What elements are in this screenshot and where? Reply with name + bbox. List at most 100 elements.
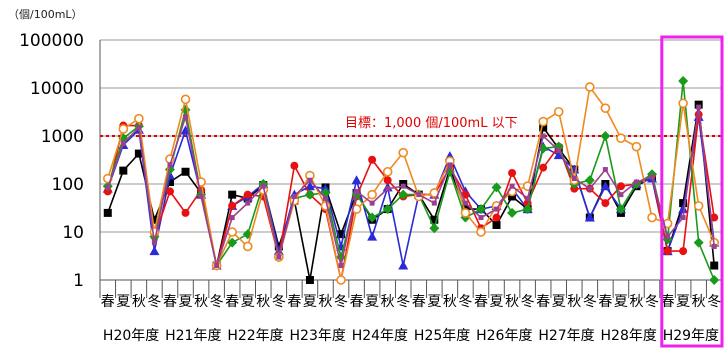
series-3 xyxy=(103,110,719,284)
season-label: 夏 xyxy=(365,294,379,310)
data-point xyxy=(290,161,299,170)
data-point xyxy=(165,178,174,187)
season-label: 秋 xyxy=(692,294,706,310)
data-point xyxy=(165,187,174,196)
data-point xyxy=(540,133,546,139)
series-line xyxy=(107,85,715,281)
data-point xyxy=(508,168,517,177)
data-point xyxy=(584,212,595,222)
data-point xyxy=(478,215,484,221)
data-point xyxy=(587,186,593,192)
data-point xyxy=(367,231,378,241)
season-label: 冬 xyxy=(334,294,348,310)
season-label: 春 xyxy=(225,294,239,310)
year-label: H24年度 xyxy=(352,328,408,344)
data-point xyxy=(615,204,626,215)
data-point xyxy=(665,234,671,240)
data-point xyxy=(385,186,391,192)
season-label: 冬 xyxy=(645,294,659,310)
data-point xyxy=(680,215,686,221)
data-point xyxy=(616,182,625,191)
data-point xyxy=(183,114,189,120)
season-label: 夏 xyxy=(427,294,441,310)
y-tick-label: 10000 xyxy=(30,79,84,99)
data-point xyxy=(322,195,328,201)
data-point xyxy=(354,188,360,194)
data-point xyxy=(553,150,564,160)
data-point xyxy=(103,208,112,217)
data-point xyxy=(678,204,689,214)
y-tick-label: 1 xyxy=(73,271,84,291)
data-point xyxy=(368,155,377,164)
highlight-box xyxy=(660,35,724,348)
season-label: 秋 xyxy=(194,294,208,310)
season-label: 冬 xyxy=(147,294,161,310)
data-point xyxy=(696,104,702,110)
season-label: 秋 xyxy=(132,294,146,310)
season-label: 春 xyxy=(287,294,301,310)
data-point xyxy=(181,167,190,176)
data-point xyxy=(476,227,486,237)
data-point xyxy=(525,195,531,201)
season-label: 夏 xyxy=(614,294,628,310)
data-point xyxy=(229,215,235,221)
axes: 110100100010000100000春夏秋冬春夏秋冬春夏秋冬春夏秋冬春夏秋… xyxy=(19,31,723,344)
y-tick-label: 1000 xyxy=(41,127,84,147)
season-label: 春 xyxy=(350,294,364,310)
data-point xyxy=(475,204,486,215)
data-point xyxy=(429,223,440,234)
season-label: 秋 xyxy=(629,294,643,310)
data-point xyxy=(647,212,657,223)
y-tick-label: 10 xyxy=(62,223,84,243)
season-label: 夏 xyxy=(676,294,690,310)
data-point xyxy=(227,227,237,237)
data-point xyxy=(709,275,720,285)
data-point xyxy=(180,94,191,105)
data-point xyxy=(492,213,501,222)
data-point xyxy=(693,201,704,211)
data-point xyxy=(494,206,500,212)
target-line-group: 目標：1,000 個/100mL 以下 xyxy=(100,116,722,137)
data-point xyxy=(492,220,501,229)
data-point xyxy=(369,200,375,206)
data-point xyxy=(149,246,160,256)
data-point xyxy=(508,192,517,201)
data-point xyxy=(693,237,704,248)
data-point xyxy=(227,237,238,248)
data-point xyxy=(120,140,126,146)
season-label: 冬 xyxy=(396,294,410,310)
data-point xyxy=(553,106,564,117)
data-point xyxy=(243,190,252,199)
season-label: 秋 xyxy=(505,294,519,310)
y-tick-label: 100000 xyxy=(19,31,84,51)
series-line xyxy=(107,106,715,269)
data-point xyxy=(633,179,639,185)
data-point xyxy=(276,254,282,260)
data-point xyxy=(136,125,142,131)
data-point xyxy=(522,204,533,215)
data-point xyxy=(398,260,409,270)
data-point xyxy=(462,200,468,206)
highlight-group xyxy=(660,35,724,348)
data-point xyxy=(242,241,253,252)
data-point xyxy=(538,116,548,127)
data-point xyxy=(663,247,672,256)
year-label: H25年度 xyxy=(414,328,470,344)
data-point xyxy=(649,174,655,180)
y-axis-unit-label: （個/100mL） xyxy=(8,8,83,21)
data-point xyxy=(150,215,159,224)
data-point xyxy=(679,199,688,208)
season-label: 春 xyxy=(474,294,488,310)
data-point xyxy=(616,133,626,143)
data-point xyxy=(711,243,717,249)
data-point xyxy=(509,183,515,189)
data-point xyxy=(618,192,624,198)
data-point xyxy=(416,192,422,198)
data-point xyxy=(260,183,266,189)
data-point xyxy=(460,208,471,218)
data-point xyxy=(214,263,220,269)
data-point xyxy=(431,200,437,206)
season-label: 春 xyxy=(536,294,550,310)
data-point xyxy=(539,123,548,132)
